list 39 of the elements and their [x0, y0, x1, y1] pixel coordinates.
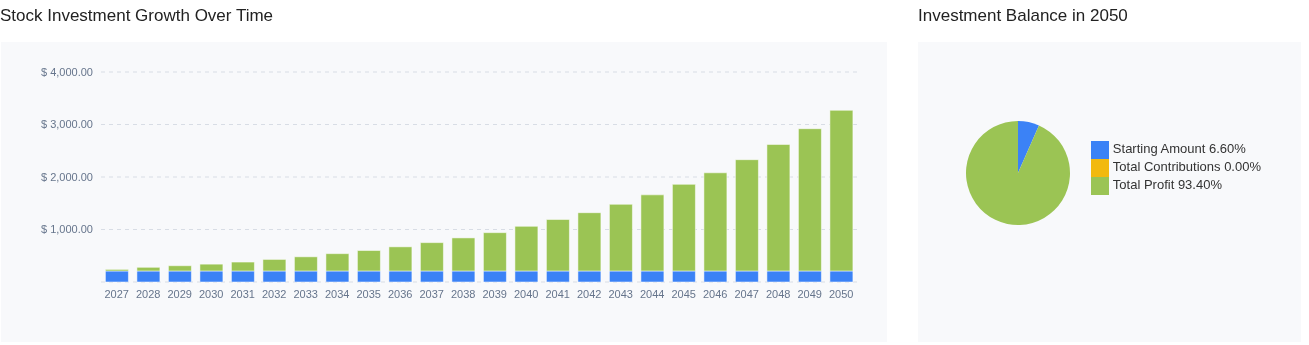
- x-tick-label: 2039: [482, 287, 507, 300]
- x-tick-label: 2027: [104, 287, 129, 300]
- text: 0.00%: [1224, 159, 1261, 175]
- x-tick-label: 2033: [293, 287, 318, 300]
- y-tick-label: $ 3,000.00: [41, 118, 93, 131]
- chart-title: Investment Balance in 2050: [918, 5, 1129, 27]
- x-tick-label: 2046: [703, 287, 728, 300]
- x-tick-label: 2029: [167, 287, 192, 300]
- x-tick-label: 2048: [766, 287, 791, 300]
- x-tick-label: 2032: [262, 287, 287, 300]
- x-tick-label: 2031: [230, 287, 255, 300]
- x-tick-label: 2045: [671, 287, 696, 300]
- y-tick-label: $ 4,000.00: [41, 65, 93, 78]
- chart-title: Stock Investment Growth Over Time: [0, 5, 275, 27]
- x-tick-label: 2030: [199, 287, 224, 300]
- x-tick-label: 2049: [797, 287, 822, 300]
- x-tick-label: 2028: [136, 287, 161, 300]
- pie-slice: [1018, 121, 1039, 173]
- x-tick-label: 2042: [577, 287, 602, 300]
- x-tick-label: 2043: [608, 287, 633, 300]
- x-tick-label: 2036: [388, 287, 413, 300]
- pie-slice: [966, 121, 1070, 225]
- legend-label: Total Contributions: [1112, 159, 1221, 175]
- x-tick-label: 2037: [419, 287, 444, 300]
- x-tick-label: 2035: [356, 287, 381, 300]
- data-label: 93.40%: [1177, 177, 1222, 193]
- y-tick-label: $ 2,000.00: [41, 170, 93, 183]
- x-tick-label: 2040: [514, 287, 539, 300]
- x-tick-label: 2050: [829, 287, 854, 300]
- legend-label: Starting Amount: [1112, 141, 1206, 157]
- x-tick-label: 2034: [325, 287, 350, 300]
- legend-label: Total Profit: [1112, 177, 1175, 193]
- data-label: 6.60%: [1208, 141, 1246, 157]
- y-tick-label: $ 1,000.00: [41, 223, 93, 236]
- bar: [136, 270, 161, 282]
- x-tick-label: 2047: [734, 287, 759, 300]
- x-tick-label: 2038: [451, 287, 476, 300]
- x-tick-label: 2041: [545, 287, 570, 300]
- x-tick-label: 2044: [640, 287, 665, 300]
